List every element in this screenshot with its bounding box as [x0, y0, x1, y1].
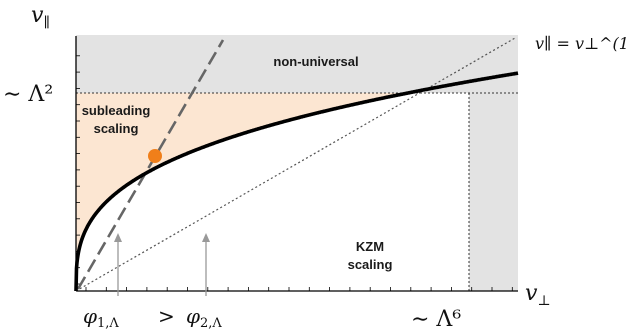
x-tick-lambda6: ∼ Λ⁶: [411, 307, 461, 332]
phi2-label: φ2,Λ: [186, 304, 222, 331]
phi1-label: φ1,Λ: [83, 304, 119, 331]
phi-comparison: >: [158, 304, 175, 328]
nonuniversal-label: non-universal: [273, 54, 358, 69]
x-axis-label: v⊥: [525, 281, 551, 309]
phi2-arrow: [202, 233, 210, 296]
steep-dashed-line: [76, 39, 225, 290]
y-axis-ticks: [76, 55, 80, 285]
kzm-label-line1: KZM: [356, 239, 384, 254]
x-axis-ticks: [85, 287, 513, 291]
y-tick-lambda2: ∼ Λ²: [3, 82, 53, 107]
nonuniversal-right-region: [469, 93, 518, 291]
phi1-arrow: [114, 233, 122, 296]
nonuniversal-region: [76, 35, 518, 93]
cube-root-curve: [74, 71, 519, 292]
subleading-label-line1: subleading: [82, 103, 151, 118]
kzm-label-line2: scaling: [348, 257, 393, 272]
intersection-marker: [148, 149, 162, 163]
subleading-label-line2: scaling: [94, 121, 139, 136]
curve-equation-label: v∥ = v⊥^(1/3): [535, 34, 626, 53]
subleading-region: [76, 93, 408, 291]
diagonal-dotted-line: [75, 37, 516, 292]
y-axis-label: v∥: [31, 3, 50, 31]
